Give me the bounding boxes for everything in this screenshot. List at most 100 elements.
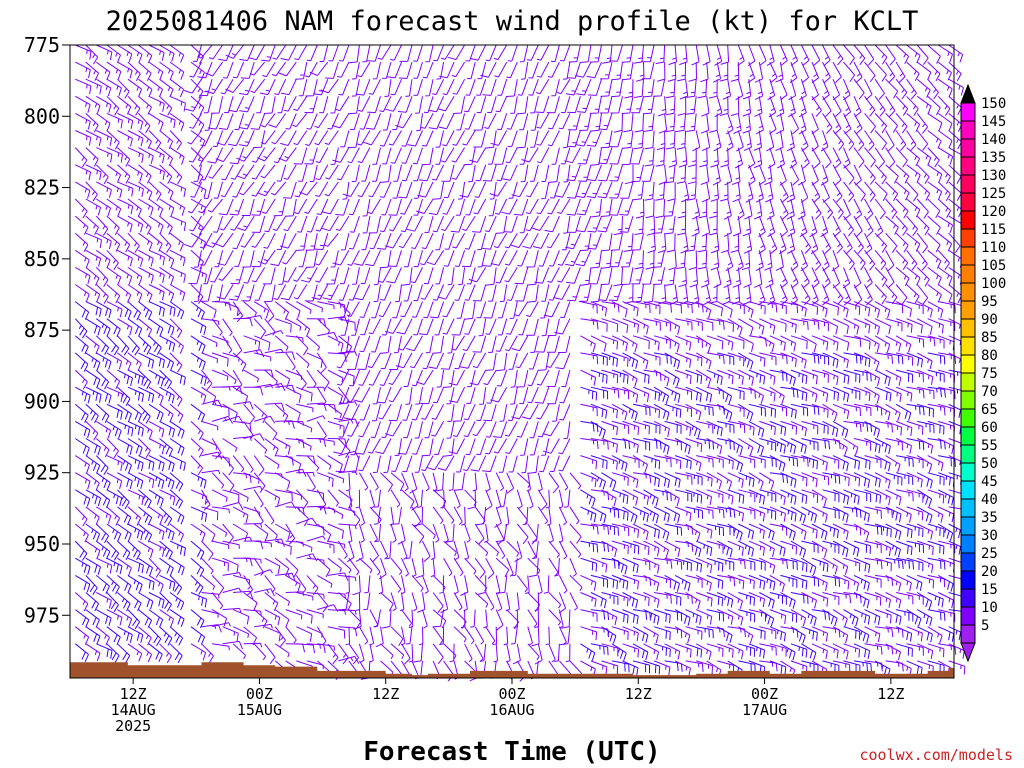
wind-barb: [519, 215, 529, 234]
wind-barb: [738, 506, 756, 520]
wind-barb: [453, 96, 466, 114]
wind-barb: [937, 130, 953, 149]
wind-barb: [874, 164, 887, 185]
wind-barb: [515, 352, 529, 369]
wind-barb: [643, 472, 660, 488]
y-tick-label: 875: [24, 318, 60, 342]
wind-barb: [106, 403, 123, 420]
wind-barb: [546, 96, 560, 114]
wind-barb: [487, 96, 497, 114]
wind-barb: [453, 506, 463, 525]
wind-barb: [201, 352, 218, 363]
wind-barb: [75, 112, 91, 130]
wind-barb: [853, 215, 863, 237]
wind-barb: [453, 557, 464, 577]
wind-barb: [472, 284, 487, 302]
wind-barb: [895, 164, 910, 184]
wind-barb: [372, 147, 381, 165]
wind-barb: [169, 232, 184, 252]
wind-barb: [641, 164, 655, 182]
wind-barb: [234, 250, 245, 267]
wind-barb: [811, 79, 819, 101]
wind-barb: [492, 421, 508, 438]
wind-barb: [75, 420, 91, 439]
wind-barb: [476, 438, 487, 456]
wind-barb: [609, 130, 623, 148]
wind-barb: [390, 592, 397, 612]
wind-barb: [864, 506, 882, 519]
wind-barb: [327, 592, 346, 599]
wind-barb: [558, 472, 569, 491]
wind-barb: [688, 250, 698, 271]
wind-barb: [488, 335, 497, 353]
wind-barb: [695, 352, 712, 370]
wind-barb: [745, 181, 754, 203]
wind-barb: [345, 575, 350, 594]
wind-barb: [189, 113, 202, 129]
wind-barb: [622, 352, 639, 369]
wind-barb: [695, 574, 712, 592]
wind-barb: [464, 557, 477, 575]
wind-barb: [558, 489, 564, 509]
wind-barb: [916, 78, 931, 98]
wind-barb: [548, 164, 560, 183]
wind-barb: [580, 403, 598, 417]
wind-barb: [547, 267, 560, 283]
wind-barb: [348, 44, 360, 64]
wind-barb: [106, 44, 121, 63]
wind-barb: [906, 61, 920, 82]
wind-barb: [392, 113, 402, 131]
wind-barb: [754, 147, 763, 169]
wind-barb: [665, 130, 676, 150]
wind-barb: [319, 44, 329, 62]
wind-barb: [117, 266, 133, 285]
wind-barb: [327, 626, 346, 639]
wind-barb: [896, 557, 914, 570]
wind-barb: [413, 61, 423, 79]
wind-barb: [85, 301, 102, 317]
wind-barb: [895, 369, 913, 383]
wind-barb: [663, 198, 676, 217]
wind-barb: [938, 420, 955, 435]
wind-barb: [864, 232, 873, 255]
wind-barb: [376, 387, 392, 404]
wind-barb: [117, 95, 132, 115]
wind-barb: [653, 216, 666, 234]
wind-barb: [738, 472, 755, 488]
wind-barb: [338, 438, 351, 459]
wind-barb: [801, 540, 819, 554]
wind-barb: [738, 626, 754, 644]
wind-barb: [190, 61, 205, 81]
wind-barb: [117, 523, 132, 542]
wind-barb: [117, 438, 133, 455]
wind-barb: [622, 506, 638, 524]
wind-barb: [588, 267, 602, 285]
wind-barb: [327, 420, 345, 435]
wind-barb: [853, 164, 862, 186]
wind-barb: [811, 267, 820, 289]
wind-barb: [511, 335, 529, 352]
wind-barb: [732, 181, 741, 203]
wind-barb: [409, 472, 418, 494]
wind-barb: [658, 164, 667, 185]
wind-barb: [674, 386, 693, 400]
wind-barb: [350, 438, 360, 456]
wind-barb: [488, 198, 497, 217]
x-tick-label: 16AUG: [489, 701, 534, 719]
wind-barb: [675, 318, 693, 331]
wind-barb: [635, 62, 645, 82]
wind-barb: [580, 523, 599, 535]
wind-barb: [259, 78, 276, 96]
wind-barb: [430, 558, 436, 578]
wind-barb: [727, 420, 746, 434]
wind-barb: [348, 284, 360, 301]
wind-barb: [372, 404, 381, 422]
wind-barb: [822, 79, 830, 101]
wind-barb: [347, 130, 360, 148]
wind-barb: [480, 61, 497, 78]
wind-barb: [467, 61, 476, 80]
wind-barb: [379, 369, 392, 386]
wind-barb: [74, 318, 88, 339]
wind-barb: [927, 267, 942, 286]
wind-barb: [254, 569, 273, 576]
